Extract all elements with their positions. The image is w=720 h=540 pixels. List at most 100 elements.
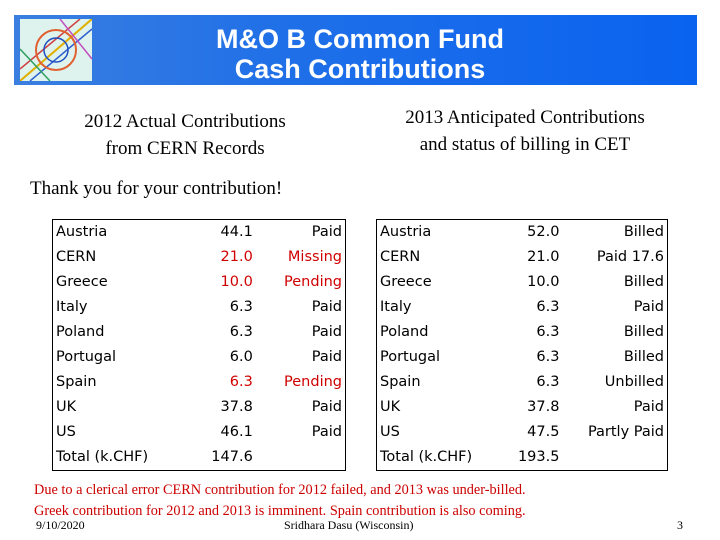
country-cell: Total (k.CHF) [56, 449, 149, 465]
status-cell: Paid [311, 349, 342, 365]
footer-date: 9/10/2020 [36, 518, 85, 532]
country-cell: CERN [56, 249, 97, 265]
status-cell: Pending [284, 274, 342, 290]
country-cell: Greece [380, 274, 432, 290]
country-cell: Austria [380, 224, 432, 240]
table-row: Portugal 6.0 Paid [53, 345, 346, 370]
table-row: Total (k.CHF) 147.6 [53, 445, 346, 471]
title-line-2: Cash Contributions [234, 54, 486, 84]
country-cell: US [56, 424, 76, 440]
table-row: UK 37.8 Paid [377, 395, 668, 420]
amount-cell: 46.1 [220, 424, 253, 440]
status-cell: Paid [311, 324, 342, 340]
country-cell: Spain [380, 374, 421, 390]
country-cell: Portugal [56, 349, 117, 365]
footnote: Due to a clerical error CERN contributio… [34, 480, 674, 522]
thanks-text: Thank you for your contribution! [30, 178, 283, 199]
country-cell: US [380, 424, 400, 440]
table-row: Italy 6.3 Paid [377, 295, 668, 320]
status-cell: Paid [311, 399, 342, 415]
table-row: UK 37.8 Paid [53, 395, 346, 420]
status-cell: Pending [284, 374, 342, 390]
country-cell: UK [56, 399, 77, 415]
title-banner [14, 15, 697, 85]
table-2013: Austria 52.0 Billed CERN 21.0 Paid 17.6 Greece… [376, 219, 668, 471]
country-cell: Austria [56, 224, 108, 240]
amount-cell: 21.0 [527, 249, 560, 265]
amount-cell: 37.8 [527, 399, 560, 415]
country-cell: CERN [380, 249, 421, 265]
amount-cell: 193.5 [517, 449, 560, 465]
status-cell: Paid [311, 224, 342, 240]
amount-cell: 6.3 [229, 324, 253, 340]
left-heading-line-2: from CERN Records [105, 138, 265, 159]
country-cell: UK [380, 399, 401, 415]
country-cell: Poland [56, 324, 105, 340]
table-row: Greece 10.0 Pending [53, 270, 346, 295]
country-cell: Italy [380, 299, 412, 315]
table-row: Poland 6.3 Paid [53, 320, 346, 345]
country-cell: Total (k.CHF) [380, 449, 473, 465]
footnote-line-2: Greek contribution for 2012 and 2013 is … [34, 503, 526, 519]
table-row: US 46.1 Paid [53, 420, 346, 445]
amount-cell: 6.3 [536, 324, 560, 340]
status-cell: Billed [623, 274, 664, 290]
country-cell: Spain [56, 374, 97, 390]
right-heading: 2013 Anticipated Contributions and statu… [360, 104, 690, 158]
amount-cell: 6.3 [229, 374, 253, 390]
table-row: Spain 6.3 Pending [53, 370, 346, 395]
status-cell [562, 445, 667, 471]
status-cell: Billed [623, 224, 664, 240]
country-cell: Poland [380, 324, 429, 340]
status-cell [256, 445, 346, 471]
table-row: Portugal 6.3 Billed [377, 345, 668, 370]
status-cell: Unbilled [604, 374, 664, 390]
page-title: M&O B Common Fund Cash Contributions [100, 24, 620, 84]
amount-cell: 44.1 [220, 224, 253, 240]
footnote-line-1: Due to a clerical error CERN contributio… [34, 482, 526, 498]
amount-cell: 6.3 [536, 349, 560, 365]
table-row: Poland 6.3 Billed [377, 320, 668, 345]
right-heading-line-1: 2013 Anticipated Contributions [405, 107, 645, 128]
table-row: US 47.5 Partly Paid [377, 420, 668, 445]
status-cell: Missing [287, 249, 342, 265]
amount-cell: 52.0 [527, 224, 560, 240]
status-cell: Paid 17.6 [596, 249, 664, 265]
amount-cell: 6.3 [536, 374, 560, 390]
right-heading-line-2: and status of billing in CET [419, 134, 631, 155]
table-row: Austria 44.1 Paid [53, 220, 346, 246]
status-cell: Billed [623, 324, 664, 340]
table-row: CERN 21.0 Missing [53, 245, 346, 270]
table-row: Greece 10.0 Billed [377, 270, 668, 295]
table-2012: Austria 44.1 Paid CERN 21.0 Missing Greece 10.0… [52, 219, 346, 471]
left-heading-line-1: 2012 Actual Contributions [84, 111, 286, 132]
table-row: Austria 52.0 Billed [377, 220, 668, 246]
amount-cell: 6.3 [229, 299, 253, 315]
amount-cell: 6.0 [229, 349, 253, 365]
amount-cell: 47.5 [527, 424, 560, 440]
country-cell: Italy [56, 299, 88, 315]
amount-cell: 10.0 [220, 274, 253, 290]
status-cell: Paid [311, 424, 342, 440]
table-row: Spain 6.3 Unbilled [377, 370, 668, 395]
left-heading: 2012 Actual Contributions from CERN Reco… [45, 108, 325, 162]
status-cell: Paid [633, 299, 664, 315]
table-row: Total (k.CHF) 193.5 [377, 445, 668, 471]
table-row: Italy 6.3 Paid [53, 295, 346, 320]
amount-cell: 6.3 [536, 299, 560, 315]
status-cell: Paid [633, 399, 664, 415]
cms-logo-icon [20, 19, 92, 81]
status-cell: Partly Paid [587, 424, 664, 440]
country-cell: Portugal [380, 349, 441, 365]
amount-cell: 21.0 [220, 249, 253, 265]
amount-cell: 147.6 [211, 449, 253, 465]
title-line-1: M&O B Common Fund [216, 24, 504, 54]
status-cell: Billed [623, 349, 664, 365]
status-cell: Paid [311, 299, 342, 315]
table-row: CERN 21.0 Paid 17.6 [377, 245, 668, 270]
amount-cell: 10.0 [527, 274, 560, 290]
amount-cell: 37.8 [220, 399, 253, 415]
country-cell: Greece [56, 274, 108, 290]
footer-page-number: 3 [677, 518, 683, 532]
footer-author: Sridhara Dasu (Wisconsin) [284, 518, 414, 532]
